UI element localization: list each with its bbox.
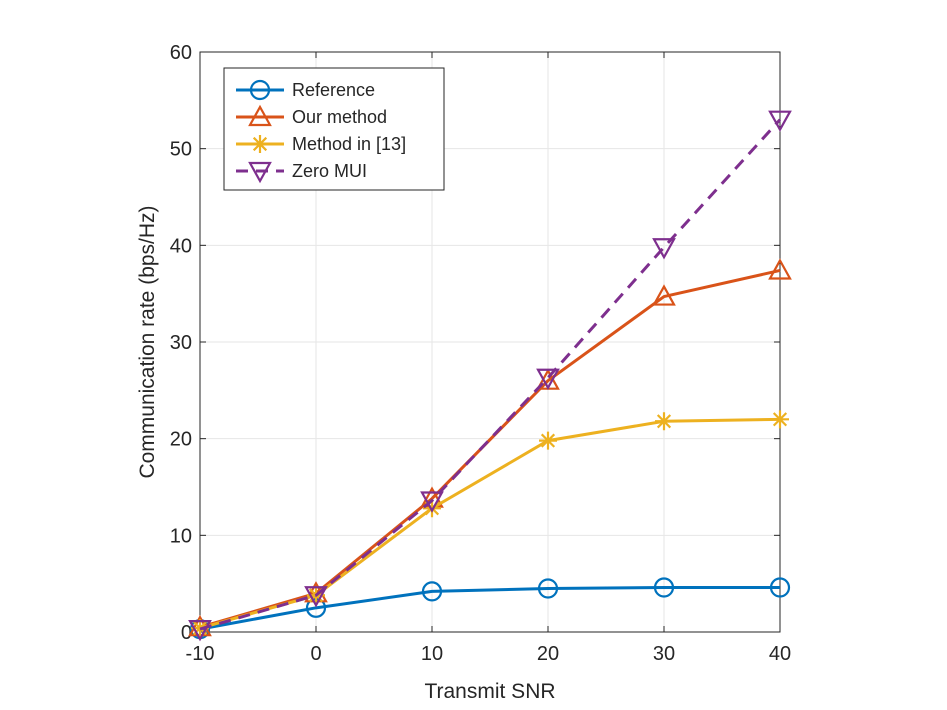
x-tick-label: 10	[421, 643, 443, 665]
x-tick-label: 40	[769, 643, 791, 665]
data-point	[537, 578, 559, 599]
data-point	[652, 284, 676, 306]
y-tick-label: 20	[170, 429, 192, 451]
x-tick-label: 20	[537, 643, 559, 665]
y-tick-label: 40	[170, 235, 192, 257]
asterisk-strokes	[539, 431, 557, 450]
legend: Reference Our method Method in [13] Zero MU…	[223, 67, 445, 191]
series-line	[199, 586, 780, 631]
data-point	[536, 368, 560, 391]
y-axis-label: Communication rate (bps/Hz)	[136, 205, 159, 478]
data-point	[188, 619, 212, 642]
legend-entry: Our method	[236, 104, 387, 127]
asterisk-strokes	[251, 135, 269, 153]
series-line	[199, 118, 782, 631]
data-point	[771, 410, 789, 429]
legend-label: Reference	[292, 80, 375, 100]
data-point	[421, 581, 443, 602]
y-tick-label: 10	[170, 525, 192, 547]
data-point	[420, 491, 444, 513]
legend-marker	[248, 104, 272, 127]
legend-entry: Zero MUI	[236, 161, 367, 184]
y-tick-label: 50	[170, 139, 192, 161]
asterisk-strokes	[423, 499, 441, 518]
series-layer	[188, 110, 792, 642]
data-point	[539, 431, 557, 450]
data-point	[423, 499, 441, 518]
legend-label: Our method	[292, 107, 387, 127]
y-tick-label: 0	[181, 622, 192, 644]
y-tick-label: 60	[170, 42, 192, 64]
series-0	[189, 577, 791, 640]
x-tick-label: 0	[310, 643, 321, 665]
data-point	[655, 412, 673, 431]
legend-entry: Reference	[236, 79, 375, 101]
data-point	[769, 577, 791, 598]
data-point	[304, 586, 328, 608]
legend-entry: Method in [13]	[236, 134, 406, 154]
data-point	[768, 110, 792, 132]
asterisk-strokes	[655, 412, 673, 431]
series-line	[199, 417, 781, 630]
y-tick-label: 30	[170, 332, 192, 354]
x-tick-label: 30	[653, 643, 675, 665]
legend-marker	[249, 79, 271, 101]
data-point	[652, 238, 676, 260]
series-1	[188, 258, 792, 637]
legend-label: Method in [13]	[292, 134, 406, 154]
data-point	[768, 258, 792, 280]
series-line	[199, 269, 781, 629]
asterisk-strokes	[771, 410, 789, 429]
data-point	[653, 577, 675, 598]
legend-marker	[248, 161, 272, 184]
x-tick-label: -10	[186, 643, 215, 665]
legend-label: Zero MUI	[292, 161, 367, 181]
legend-marker	[251, 135, 269, 153]
x-axis-label: Transmit SNR	[424, 680, 555, 703]
series-3	[188, 110, 792, 642]
